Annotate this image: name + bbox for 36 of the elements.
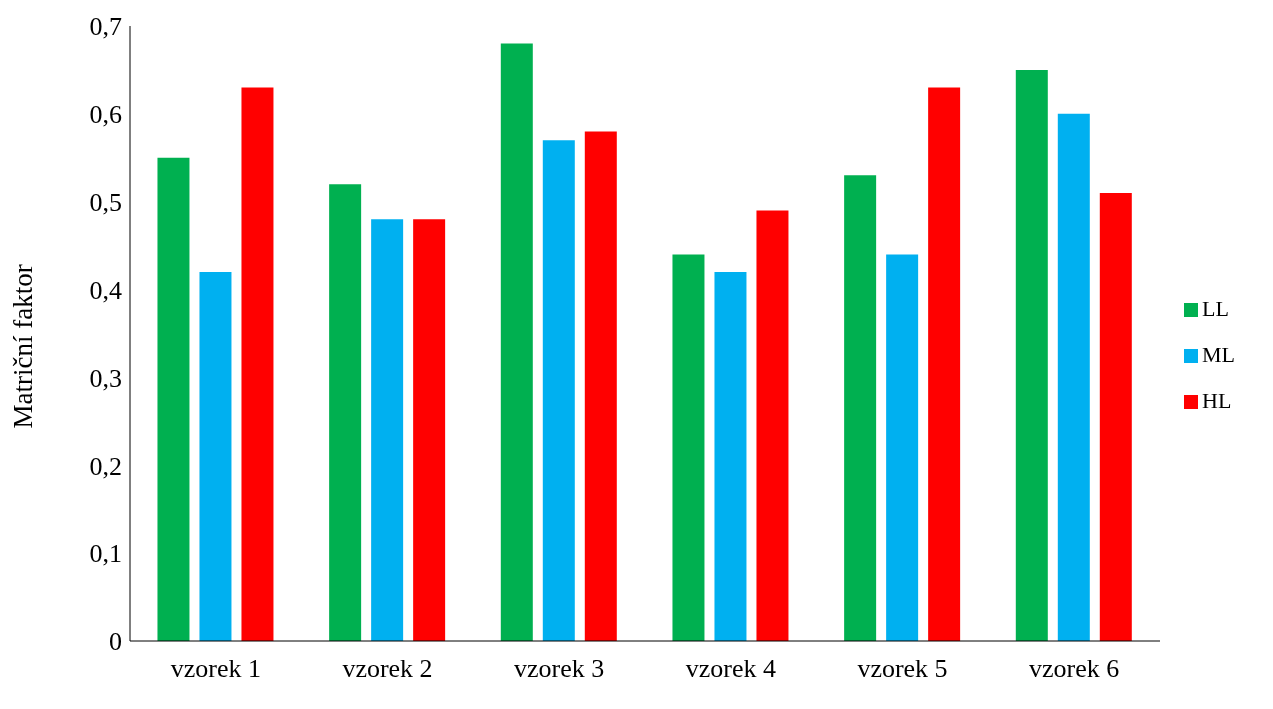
y-axis-title: Matriční faktor — [7, 264, 38, 429]
bar — [672, 254, 705, 641]
bar — [844, 175, 877, 641]
bar — [756, 210, 789, 641]
x-tick-label: vzorek 2 — [342, 654, 433, 684]
bar — [199, 272, 232, 641]
y-tick-label: 0,1 — [89, 539, 122, 569]
y-tick-label: 0,5 — [89, 187, 122, 217]
legend-label: HL — [1202, 387, 1232, 413]
bar — [413, 219, 446, 641]
x-tick-label: vzorek 3 — [514, 654, 605, 684]
bar — [714, 272, 747, 641]
y-tick-label: 0,4 — [89, 275, 122, 305]
bar — [371, 219, 404, 641]
x-tick-label: vzorek 1 — [170, 654, 261, 684]
x-tick-label: vzorek 6 — [1029, 654, 1120, 684]
y-tick-label: 0,6 — [89, 100, 122, 130]
x-tick-label: vzorek 4 — [685, 654, 776, 684]
bar — [928, 87, 961, 641]
y-tick-label: 0 — [109, 627, 122, 657]
bar — [584, 131, 617, 641]
y-tick-label: 0,7 — [89, 12, 122, 42]
legend-label: LL — [1202, 295, 1229, 321]
bar — [1099, 192, 1132, 641]
x-tick-label: vzorek 5 — [857, 654, 948, 684]
bar — [1015, 69, 1048, 641]
bar — [500, 43, 533, 641]
bar — [886, 254, 919, 641]
y-tick-label: 0,3 — [89, 363, 122, 393]
y-tick-label: 0,2 — [89, 451, 122, 481]
legend-label: ML — [1202, 341, 1235, 367]
bar — [1057, 113, 1090, 641]
bar — [241, 87, 274, 641]
bar — [542, 140, 575, 641]
bar — [329, 184, 362, 641]
bar — [157, 157, 190, 641]
